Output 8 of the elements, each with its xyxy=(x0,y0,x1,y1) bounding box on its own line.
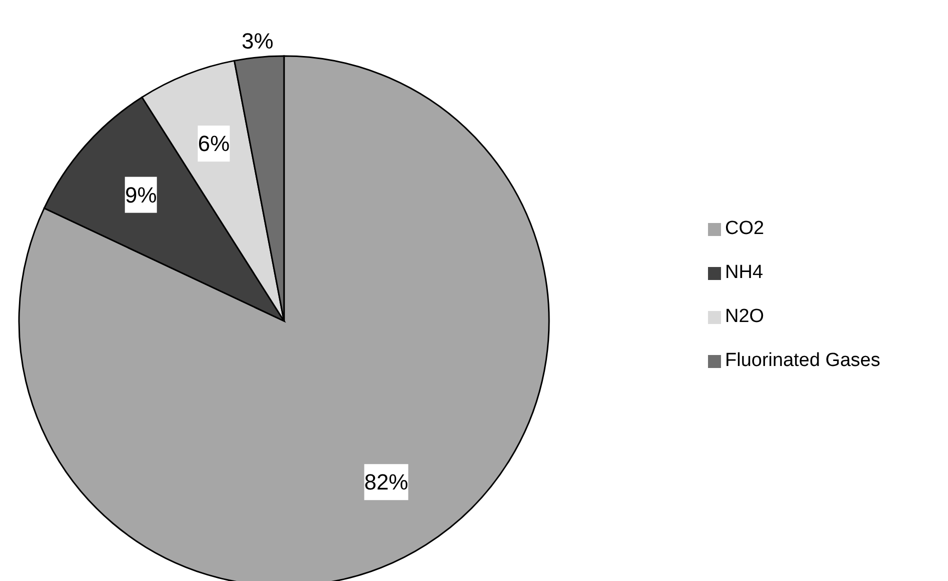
data-label: 6% xyxy=(198,131,230,156)
legend-label: Fluorinated Gases xyxy=(725,350,880,370)
data-label: 82% xyxy=(364,470,408,495)
data-label: 3% xyxy=(242,28,274,54)
data-label: 9% xyxy=(124,182,157,208)
legend-label: N2O xyxy=(725,306,764,326)
legend-label: NH4 xyxy=(725,262,764,282)
legend-label: CO2 xyxy=(725,218,764,238)
